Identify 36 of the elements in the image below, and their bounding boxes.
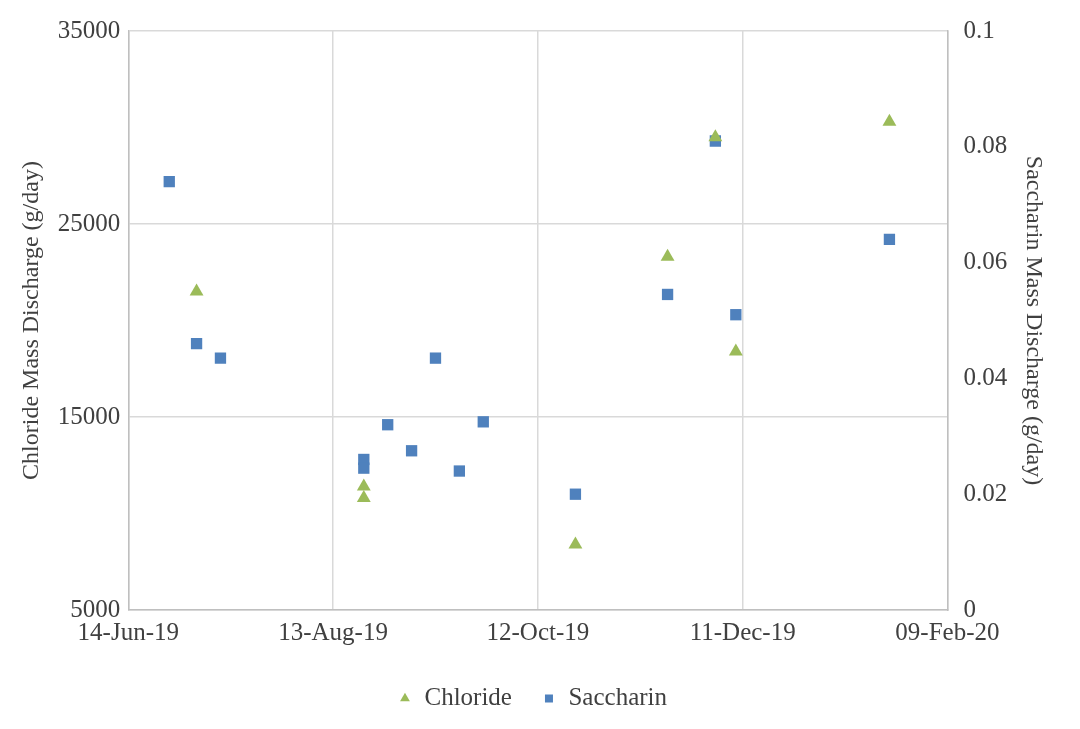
point: [382, 419, 394, 431]
y2-tick-label: 0.02: [963, 478, 1008, 506]
point: [189, 283, 204, 296]
point: [405, 445, 418, 457]
point: [163, 175, 175, 188]
point: [882, 113, 897, 126]
legend-label: Saccharin: [568, 683, 668, 711]
point: [728, 343, 743, 356]
x-tick-label: 11-Dec-19: [689, 617, 796, 645]
y2-axis-title: Saccharin Mass Discharge (g/day): [1022, 155, 1049, 486]
y-tick-label: 25000: [57, 208, 121, 236]
y-axis-title: Chloride Mass Discharge (g/day): [16, 161, 43, 480]
point: [190, 338, 203, 350]
point: [883, 233, 896, 246]
y2-tick-label: 0.08: [963, 131, 1008, 159]
x-tick-label: 12-Oct-19: [486, 617, 590, 645]
x-tick-label: 13-Aug-19: [278, 617, 388, 645]
y2-tick-label: 0.1: [963, 15, 995, 43]
point: [356, 478, 371, 491]
point: [453, 465, 466, 477]
point: [568, 536, 583, 549]
y2-tick-label: 0.04: [963, 362, 1008, 390]
point: [356, 490, 371, 503]
point: [708, 129, 723, 142]
y-tick-label: 15000: [57, 401, 121, 429]
point: [660, 248, 675, 261]
y2-tick-label: 0.06: [963, 247, 1008, 275]
point: [429, 352, 442, 364]
point: [358, 462, 370, 474]
point: [730, 309, 742, 321]
point: [569, 488, 582, 500]
y-tick-label: 35000: [57, 15, 121, 43]
point: [477, 416, 489, 428]
point: [661, 288, 674, 301]
point: [214, 352, 227, 364]
legend-label: Chloride: [424, 683, 512, 711]
